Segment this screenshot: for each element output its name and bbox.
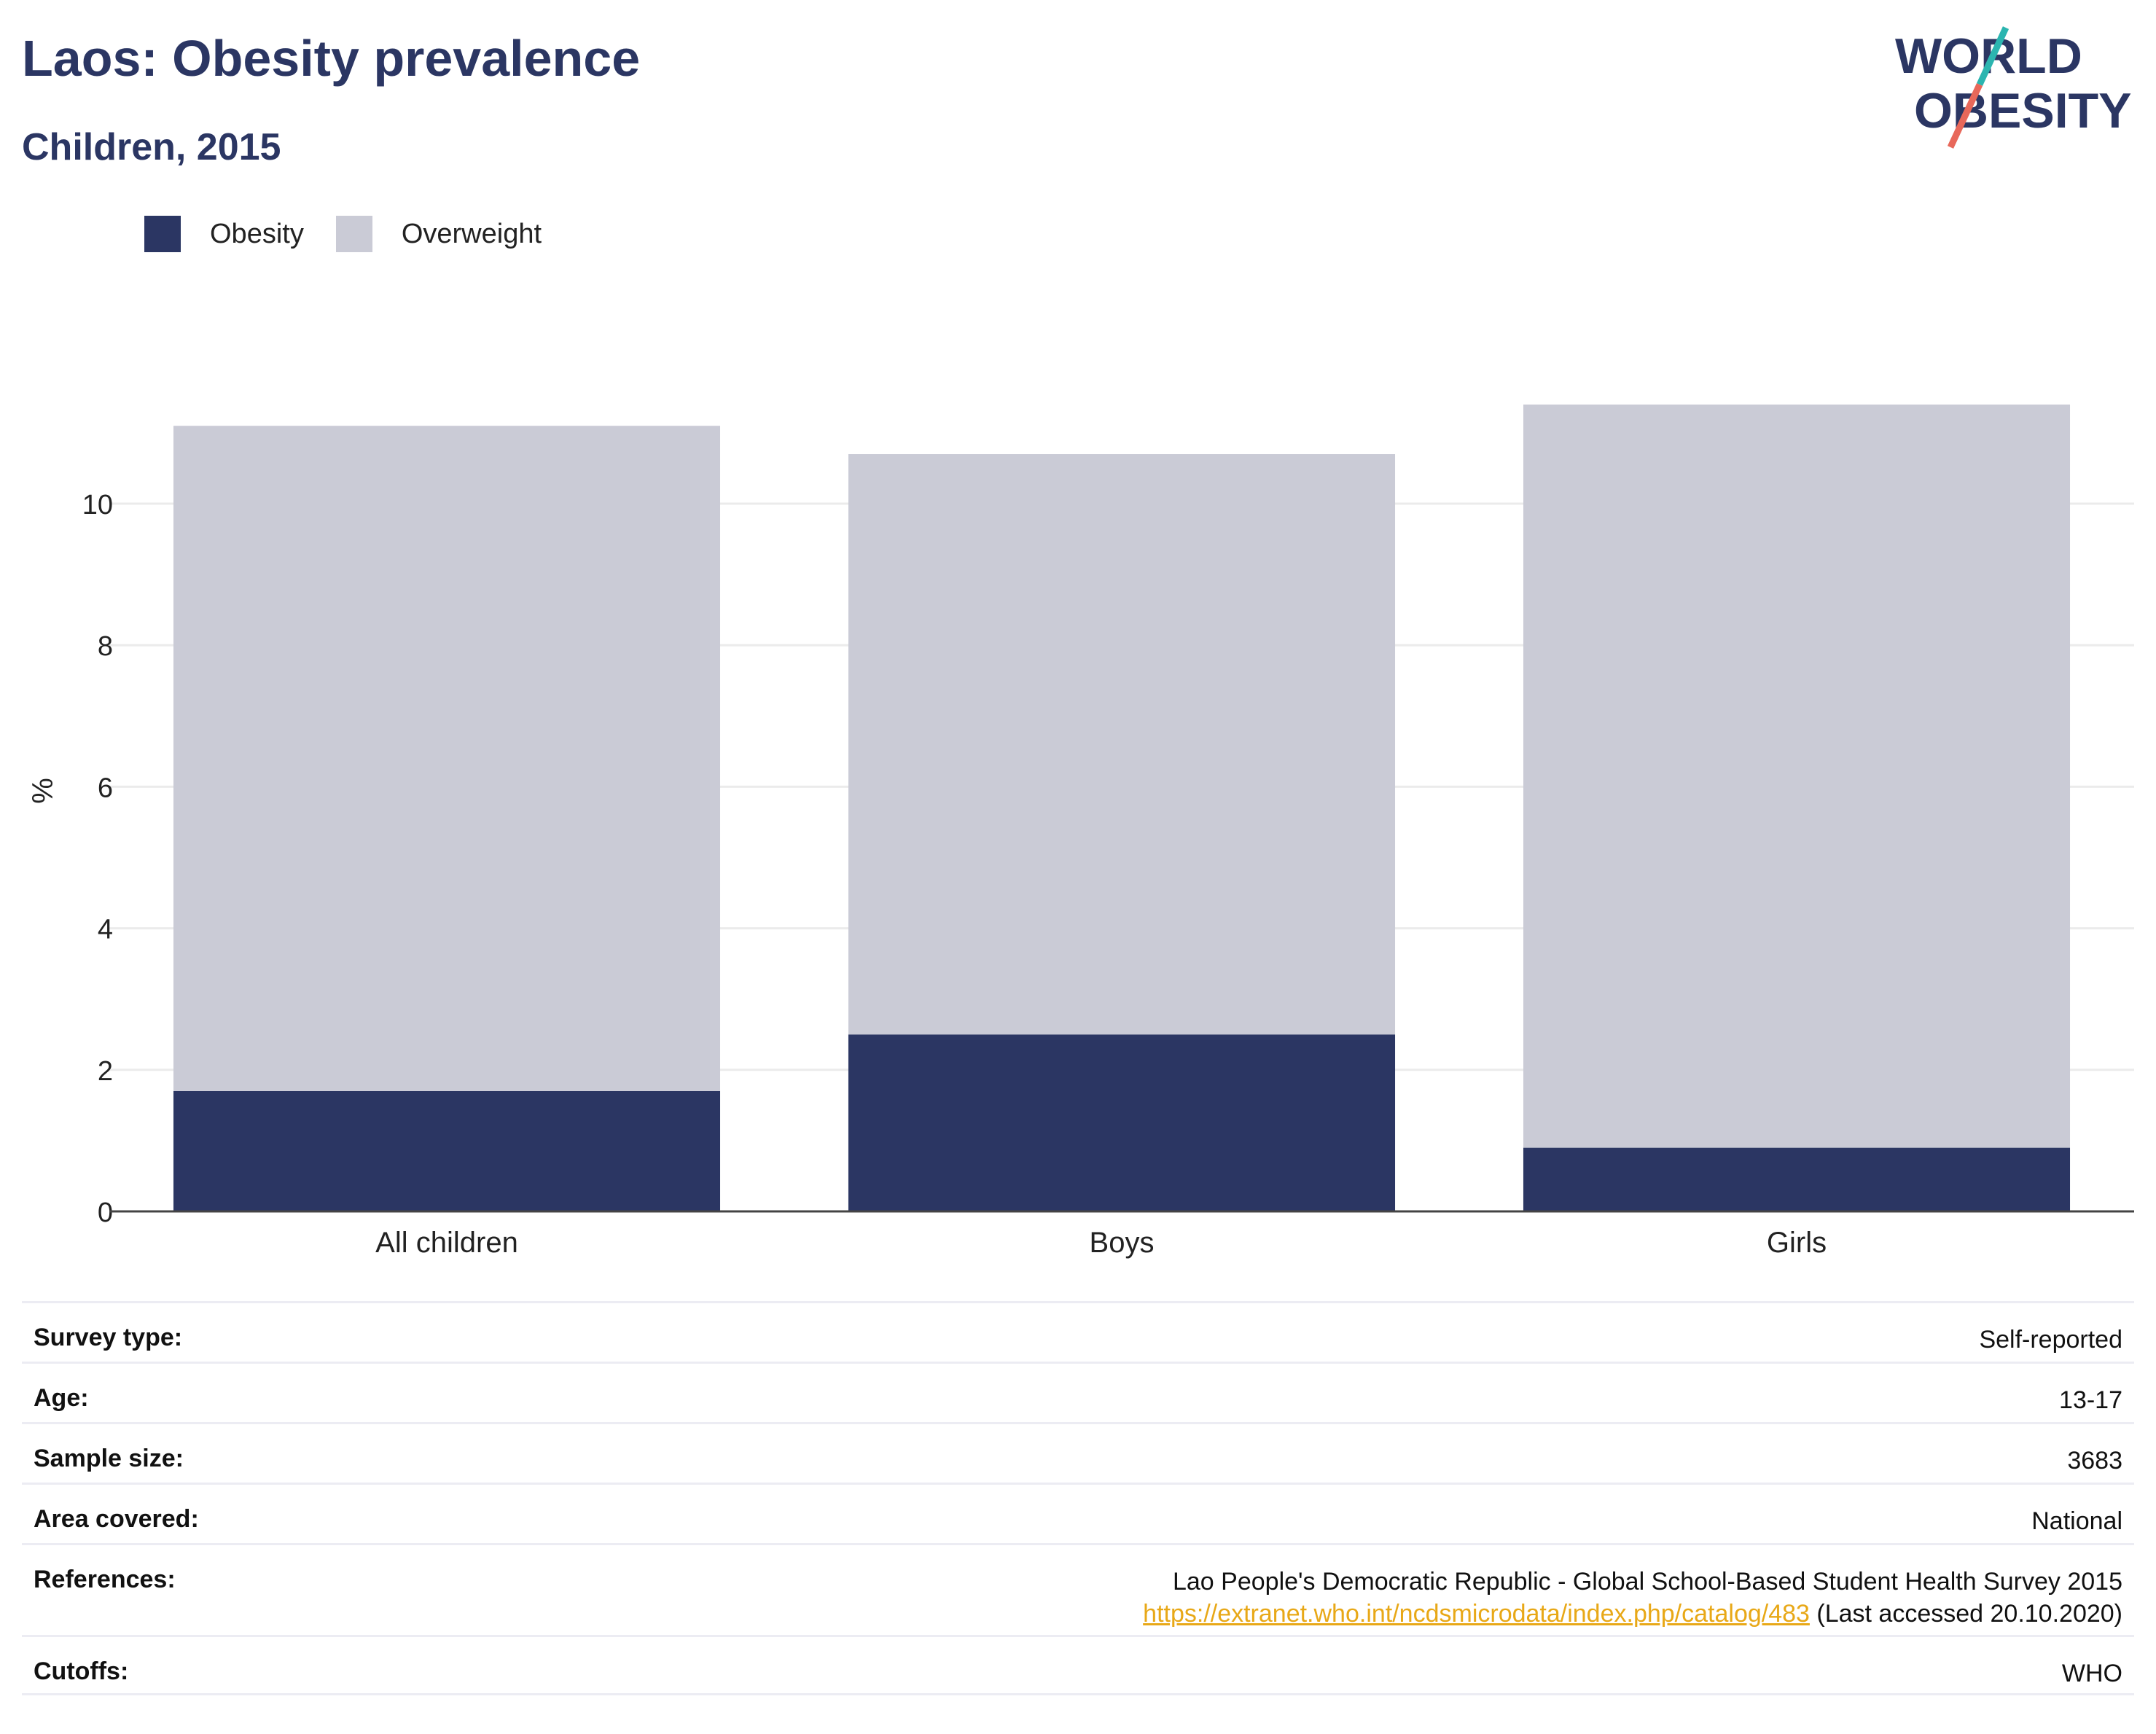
- survey-metadata-table: Survey type: Self-reported Age: 13-17 Sa…: [22, 1301, 2134, 1695]
- bar-obesity-boys: [848, 1034, 1396, 1211]
- x-tick-label: Girls: [1767, 1227, 1827, 1259]
- y-axis-label: %: [27, 778, 59, 804]
- logo-word-obesity: OBESITY: [1914, 83, 2132, 138]
- y-tick-label: 6: [98, 773, 113, 803]
- meta-key: Cutoffs:: [34, 1657, 129, 1685]
- reference-title: Lao People's Democratic Republic - Globa…: [1172, 1568, 2122, 1596]
- bar-overweight-all-children: [173, 426, 721, 1091]
- meta-key: Sample size:: [34, 1445, 184, 1472]
- meta-key: Survey type:: [34, 1324, 183, 1351]
- legend-item-obesity[interactable]: Obesity: [144, 216, 304, 252]
- reference-accessed: (Last accessed 20.10.2020): [1809, 1600, 2122, 1628]
- bar-overweight-boys: [848, 454, 1396, 1035]
- y-tick-label: 0: [98, 1198, 113, 1228]
- legend-swatch-overweight: [335, 216, 372, 252]
- reference-link[interactable]: https://extranet.who.int/ncdsmicrodata/i…: [1143, 1600, 1810, 1628]
- meta-value: National: [2031, 1507, 2122, 1535]
- logo-slash-teal: [1976, 26, 2009, 86]
- stacked-bar-chart: 0 2 4 6 8 10% All children Boys Girls: [27, 405, 2134, 1259]
- meta-value: Lao People's Democratic Republic - Globa…: [1143, 1566, 2122, 1635]
- page-subtitle: Children, 2015: [22, 126, 281, 168]
- meta-key: References:: [34, 1566, 176, 1593]
- legend-label: Obesity: [210, 218, 304, 249]
- legend-item-overweight[interactable]: Overweight: [335, 216, 542, 252]
- meta-row-references: References: Lao People's Democratic Repu…: [22, 1543, 2134, 1635]
- meta-value: 3683: [2067, 1447, 2122, 1475]
- legend-swatch-obesity: [144, 216, 181, 252]
- meta-row-cutoffs: Cutoffs: WHO: [22, 1635, 2134, 1695]
- chart-legend: Obesity Overweight: [144, 216, 574, 252]
- meta-value: Self-reported: [1979, 1326, 2122, 1354]
- meta-row-survey-type: Survey type: Self-reported: [22, 1301, 2134, 1362]
- meta-key: Age:: [34, 1384, 89, 1412]
- y-tick-label: 8: [98, 631, 113, 662]
- bar-overweight-girls: [1523, 405, 2071, 1148]
- bar-obesity-all-children: [173, 1090, 721, 1211]
- logo-slash-coral: [1947, 83, 1983, 149]
- meta-key: Area covered:: [34, 1505, 199, 1533]
- meta-row-sample-size: Sample size: 3683: [22, 1422, 2134, 1483]
- world-obesity-logo: WORLD OBESITY: [1895, 26, 2132, 149]
- x-tick-label: All children: [375, 1227, 518, 1259]
- logo-word-world: WORLD: [1895, 28, 2082, 84]
- y-tick-label: 2: [98, 1056, 113, 1087]
- legend-label: Overweight: [401, 218, 542, 249]
- meta-row-age: Age: 13-17: [22, 1362, 2134, 1422]
- x-tick-label: Boys: [1090, 1227, 1155, 1259]
- meta-value: 13-17: [2059, 1386, 2122, 1414]
- page-title: Laos: Obesity prevalence: [22, 30, 641, 87]
- y-tick-label: 10: [82, 490, 113, 520]
- y-tick-label: 4: [98, 915, 113, 945]
- meta-row-area-covered: Area covered: National: [22, 1483, 2134, 1543]
- bar-obesity-girls: [1523, 1147, 2071, 1211]
- meta-value: WHO: [2061, 1660, 2122, 1687]
